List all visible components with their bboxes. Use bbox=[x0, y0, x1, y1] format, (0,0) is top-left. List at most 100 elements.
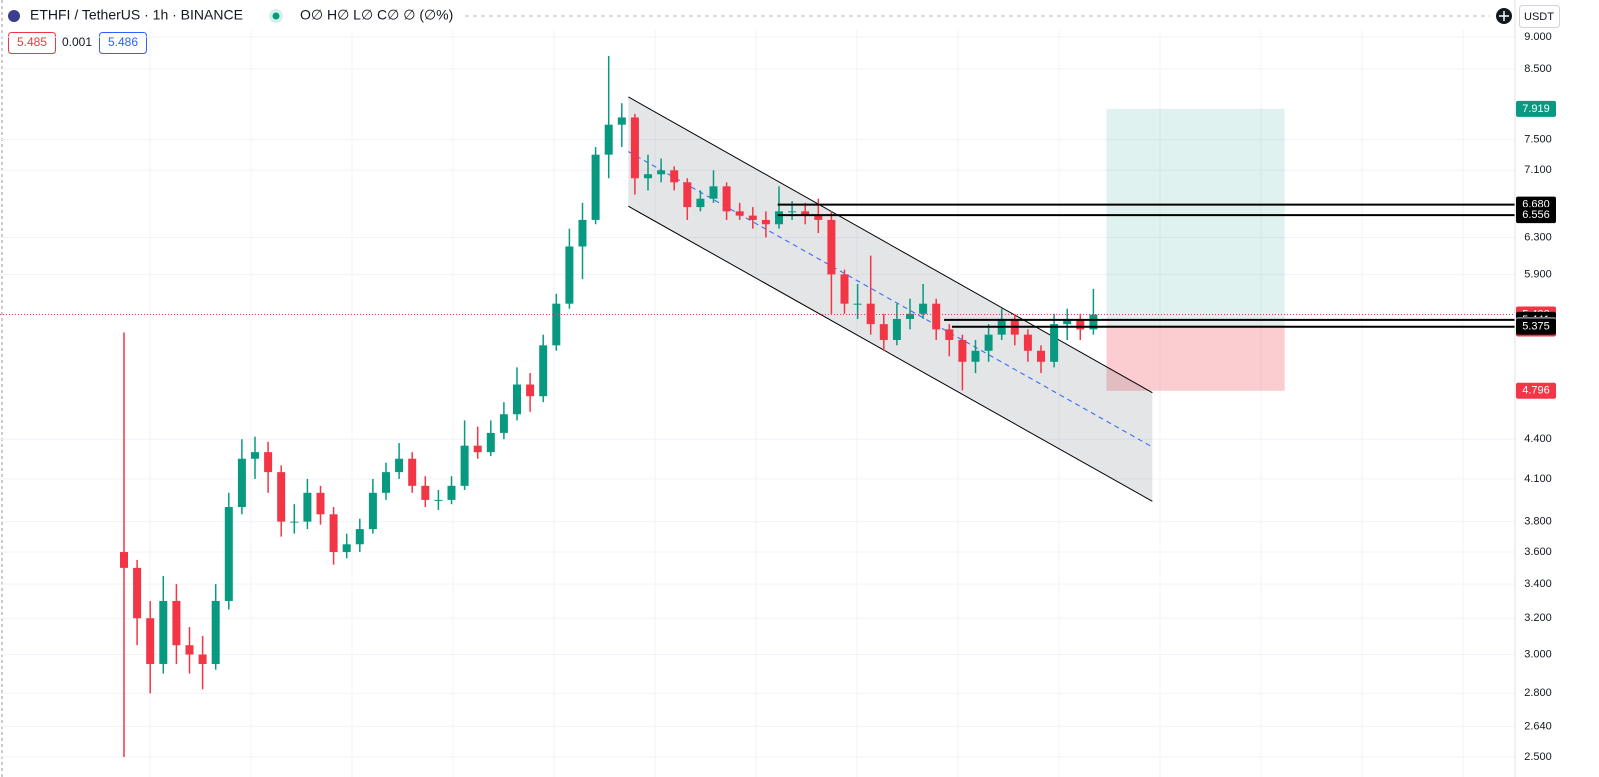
candle-body bbox=[709, 186, 718, 199]
candle-body bbox=[840, 274, 849, 304]
candle-body bbox=[382, 472, 390, 493]
price-tag-label: 4.796 bbox=[1522, 385, 1550, 397]
candle-body bbox=[670, 170, 679, 183]
candle-body bbox=[958, 339, 967, 362]
candle-body bbox=[696, 198, 705, 208]
candle-body bbox=[499, 414, 508, 433]
y-tick-label: 7.100 bbox=[1524, 164, 1552, 176]
candle-body bbox=[1076, 318, 1085, 330]
candle-body bbox=[1063, 318, 1072, 325]
candle-body bbox=[342, 544, 351, 553]
candle-body bbox=[1023, 334, 1032, 351]
y-tick-label: 3.800 bbox=[1524, 516, 1552, 528]
currency[interactable]: USDT bbox=[1524, 11, 1554, 23]
candle-body bbox=[146, 618, 155, 664]
bid[interactable]: 5.485 bbox=[17, 35, 47, 49]
candle-body bbox=[159, 600, 168, 664]
price-tag bbox=[1516, 382, 1556, 399]
y-tick-label: 3.200 bbox=[1524, 612, 1552, 624]
candle-body bbox=[644, 174, 652, 179]
candle-body bbox=[473, 445, 482, 453]
candle-body bbox=[722, 186, 731, 212]
candle-body bbox=[211, 600, 220, 664]
candle-body bbox=[775, 211, 783, 225]
y-tick-label: 9.000 bbox=[1524, 31, 1552, 43]
price-tag-label: 7.919 bbox=[1522, 103, 1550, 115]
y-tick-label: 2.800 bbox=[1524, 687, 1552, 699]
status-dot bbox=[272, 12, 280, 20]
candle-body bbox=[735, 211, 744, 216]
candle-body bbox=[316, 492, 325, 515]
candle-body bbox=[683, 182, 692, 208]
candle-body bbox=[1089, 314, 1098, 330]
candle-body bbox=[971, 350, 980, 362]
candle-body bbox=[761, 219, 770, 225]
candle-body bbox=[237, 458, 246, 508]
candle-body bbox=[329, 514, 338, 553]
currency-button[interactable] bbox=[1519, 5, 1560, 28]
candle-body bbox=[224, 507, 233, 601]
candle-body bbox=[565, 246, 574, 304]
candle-body bbox=[460, 445, 469, 486]
candle-body bbox=[984, 334, 993, 351]
candle-body bbox=[827, 219, 836, 275]
candle-body bbox=[866, 303, 875, 325]
candle-body bbox=[408, 458, 417, 486]
channel-lower bbox=[628, 205, 1153, 502]
candle-body bbox=[919, 303, 928, 314]
candle-body bbox=[290, 521, 299, 523]
candle-body bbox=[657, 170, 666, 175]
candle-body bbox=[539, 345, 548, 397]
sell-button[interactable] bbox=[8, 32, 56, 54]
candle-body bbox=[591, 154, 600, 220]
channel-upper bbox=[628, 96, 1153, 394]
candle-body bbox=[447, 485, 456, 500]
y-tick-label: 2.500 bbox=[1524, 751, 1552, 763]
symbol[interactable]: ETHFI / TetherUS · 1h · BINANCE bbox=[30, 7, 243, 23]
candle-body bbox=[264, 452, 273, 473]
candle-body bbox=[434, 499, 443, 501]
candle-body bbox=[368, 492, 377, 530]
candle-body bbox=[133, 567, 142, 619]
candle-body bbox=[1050, 324, 1059, 362]
candle-body bbox=[853, 303, 862, 305]
channel-mid bbox=[628, 151, 1153, 448]
candle-body bbox=[932, 303, 941, 330]
candle-body bbox=[945, 329, 954, 340]
price-tag bbox=[1516, 207, 1556, 224]
y-tick-label: 3.600 bbox=[1524, 546, 1552, 558]
candle-body bbox=[617, 117, 626, 125]
candle-body bbox=[355, 529, 364, 545]
y-tick-label: 3.400 bbox=[1524, 578, 1552, 590]
candle-body bbox=[421, 485, 430, 500]
candle-body bbox=[486, 432, 495, 453]
candle-body bbox=[630, 117, 639, 179]
price-tag bbox=[1516, 100, 1556, 117]
ask[interactable]: 5.486 bbox=[108, 35, 138, 49]
ohlc: O∅ H∅ L∅ C∅ ∅ (∅%) bbox=[300, 7, 453, 23]
candle-body bbox=[1037, 350, 1045, 362]
add-icon bbox=[1499, 11, 1509, 21]
candle-body bbox=[526, 384, 535, 397]
candle-body bbox=[120, 552, 128, 568]
candle-body bbox=[303, 492, 312, 522]
candle-body bbox=[277, 472, 286, 522]
candle-body bbox=[604, 124, 613, 155]
candle-body bbox=[748, 215, 757, 220]
candle-body bbox=[801, 211, 810, 216]
candle-body bbox=[879, 324, 888, 340]
y-tick-label: 5.900 bbox=[1524, 268, 1552, 280]
stop-loss-zone bbox=[1106, 324, 1285, 391]
candle-body bbox=[513, 384, 521, 415]
buy-button[interactable] bbox=[99, 32, 147, 54]
candle-body bbox=[906, 313, 914, 319]
candle-body bbox=[172, 600, 181, 646]
y-tick-label: 6.300 bbox=[1524, 231, 1552, 243]
spread: 0.001 bbox=[62, 35, 92, 49]
candle-body bbox=[198, 654, 207, 664]
y-tick-label: 7.500 bbox=[1524, 133, 1552, 145]
candle-body bbox=[892, 318, 901, 340]
y-tick-label: 4.400 bbox=[1524, 433, 1552, 445]
candle-body bbox=[578, 219, 587, 247]
